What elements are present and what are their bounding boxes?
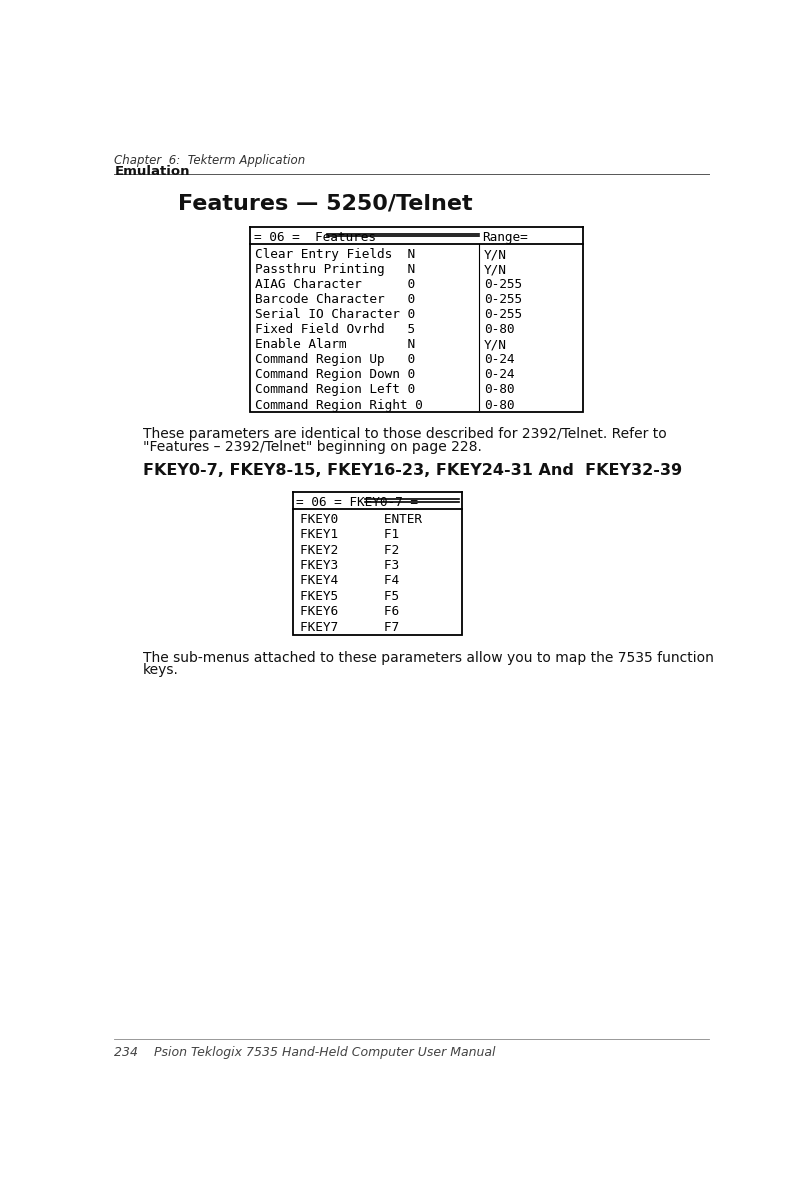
- Text: Clear Entry Fields  N: Clear Entry Fields N: [255, 248, 415, 261]
- Text: Passthru Printing   N: Passthru Printing N: [255, 263, 415, 277]
- Text: Command Region Left 0: Command Region Left 0: [255, 383, 415, 396]
- Text: Features — 5250/Telnet: Features — 5250/Telnet: [178, 194, 472, 214]
- Text: Y/N: Y/N: [484, 263, 506, 277]
- Text: 0-255: 0-255: [484, 293, 521, 306]
- Text: Enable Alarm        N: Enable Alarm N: [255, 339, 415, 352]
- Text: 0-80: 0-80: [484, 323, 514, 336]
- Text: 0-24: 0-24: [484, 353, 514, 366]
- Text: 0-80: 0-80: [484, 399, 514, 412]
- Text: FKEY2      F2: FKEY2 F2: [300, 543, 399, 557]
- Text: FKEY5      F5: FKEY5 F5: [300, 590, 399, 603]
- Text: = 06 =  Features: = 06 = Features: [253, 231, 383, 244]
- Text: = 06 = FKEY0-7 =: = 06 = FKEY0-7 =: [296, 496, 418, 509]
- Text: Command Region Right 0: Command Region Right 0: [255, 399, 423, 412]
- Text: "Features – 2392/Telnet" beginning on page 228.: "Features – 2392/Telnet" beginning on pa…: [143, 439, 481, 454]
- Text: FKEY6      F6: FKEY6 F6: [300, 606, 399, 619]
- Text: Chapter  6:  Tekterm Application: Chapter 6: Tekterm Application: [114, 153, 306, 166]
- Text: Fixed Field Ovrhd   5: Fixed Field Ovrhd 5: [255, 323, 415, 336]
- Text: Command Region Down 0: Command Region Down 0: [255, 369, 415, 382]
- Text: Barcode Character   0: Barcode Character 0: [255, 293, 415, 306]
- Text: Range=: Range=: [482, 231, 528, 244]
- Text: 0-255: 0-255: [484, 309, 521, 322]
- Text: Y/N: Y/N: [484, 339, 506, 352]
- Text: FKEY1      F1: FKEY1 F1: [300, 528, 399, 541]
- Text: Command Region Up   0: Command Region Up 0: [255, 353, 415, 366]
- Text: FKEY0-7, FKEY8-15, FKEY16-23, FKEY24-31 And  FKEY32-39: FKEY0-7, FKEY8-15, FKEY16-23, FKEY24-31 …: [143, 463, 681, 478]
- Text: FKEY3      F3: FKEY3 F3: [300, 559, 399, 572]
- Text: FKEY0      ENTER: FKEY0 ENTER: [300, 512, 422, 525]
- Text: Serial IO Character 0: Serial IO Character 0: [255, 309, 415, 322]
- Text: 0-255: 0-255: [484, 279, 521, 291]
- Bar: [249, 244, 582, 412]
- Text: The sub-menus attached to these parameters allow you to map the 7535 function: The sub-menus attached to these paramete…: [143, 651, 713, 664]
- Text: 0-80: 0-80: [484, 383, 514, 396]
- Text: 0-24: 0-24: [484, 369, 514, 382]
- Text: These parameters are identical to those described for 2392/Telnet. Refer to: These parameters are identical to those …: [143, 427, 666, 442]
- Text: keys.: keys.: [143, 663, 179, 678]
- Bar: [292, 509, 461, 636]
- Text: FKEY7      F7: FKEY7 F7: [300, 621, 399, 633]
- Text: Y/N: Y/N: [484, 248, 506, 261]
- Text: Emulation: Emulation: [114, 165, 189, 178]
- Text: FKEY4      F4: FKEY4 F4: [300, 575, 399, 588]
- Text: 234    Psion Teklogix 7535 Hand-Held Computer User Manual: 234 Psion Teklogix 7535 Hand-Held Comput…: [114, 1046, 495, 1059]
- Text: AIAG Character      0: AIAG Character 0: [255, 279, 415, 291]
